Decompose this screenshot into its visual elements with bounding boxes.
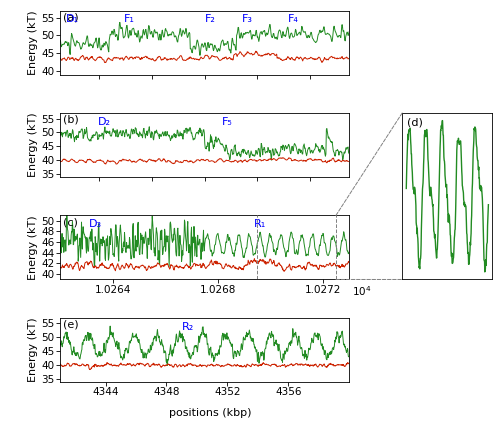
Text: F₅: F₅ bbox=[222, 117, 232, 127]
Y-axis label: Energy (kT): Energy (kT) bbox=[28, 215, 38, 280]
Text: F₂: F₂ bbox=[204, 14, 216, 24]
Text: (d): (d) bbox=[406, 118, 422, 128]
Y-axis label: Energy (kT): Energy (kT) bbox=[28, 113, 38, 177]
Text: R₁: R₁ bbox=[254, 219, 266, 229]
Text: R₂: R₂ bbox=[182, 322, 194, 332]
Text: (b): (b) bbox=[63, 115, 78, 125]
Text: D₃: D₃ bbox=[89, 219, 102, 229]
Text: D₂: D₂ bbox=[98, 117, 110, 127]
Text: (a): (a) bbox=[63, 13, 78, 22]
Y-axis label: Energy (kT): Energy (kT) bbox=[28, 318, 38, 382]
Text: $10^4$: $10^4$ bbox=[352, 284, 372, 298]
Text: F₄: F₄ bbox=[288, 14, 299, 24]
Y-axis label: Energy (kT): Energy (kT) bbox=[28, 10, 38, 75]
Text: positions (kbp): positions (kbp) bbox=[169, 408, 252, 418]
Text: (e): (e) bbox=[63, 320, 78, 330]
Text: F₃: F₃ bbox=[242, 14, 253, 24]
Text: (c): (c) bbox=[63, 217, 78, 227]
Text: D₁: D₁ bbox=[66, 14, 79, 24]
Text: F₁: F₁ bbox=[124, 14, 134, 24]
